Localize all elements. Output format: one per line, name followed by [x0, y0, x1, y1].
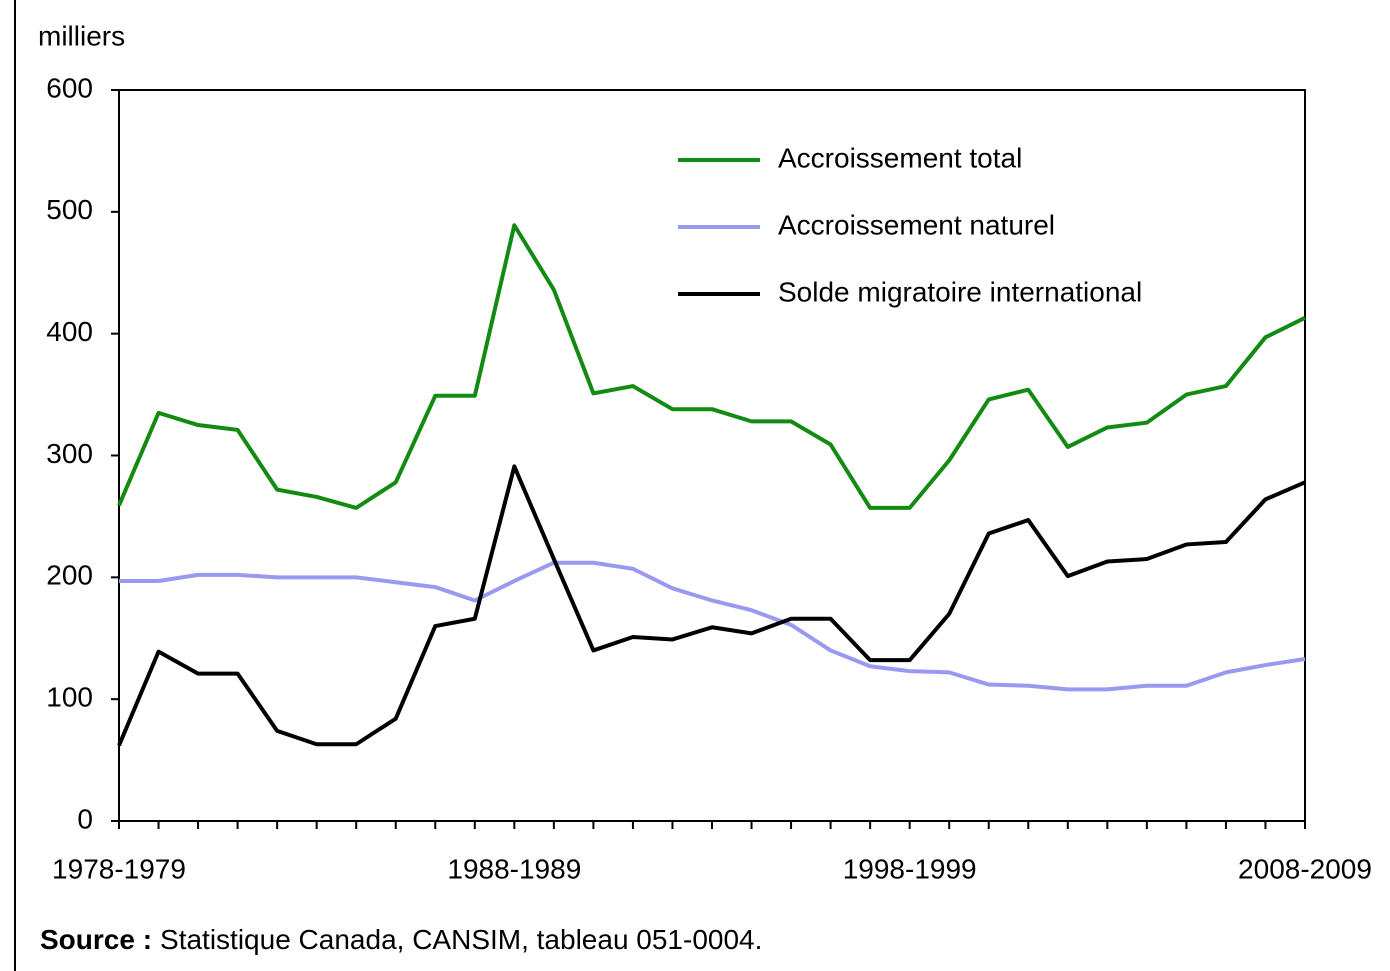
legend-label: Accroissement naturel [778, 209, 1055, 240]
x-tick-label: 1978-1979 [52, 853, 186, 884]
y-tick-label: 300 [46, 438, 93, 469]
y-tick-label: 600 [46, 72, 93, 103]
y-tick-label: 200 [46, 560, 93, 591]
source-text: Statistique Canada, CANSIM, tableau 051-… [160, 924, 762, 955]
y-tick-label: 500 [46, 194, 93, 225]
x-tick-label: 1988-1989 [447, 853, 581, 884]
legend-label: Solde migratoire international [778, 276, 1142, 307]
y-tick-label: 100 [46, 682, 93, 713]
x-tick-label: 2008-2009 [1238, 853, 1372, 884]
y-axis-label: milliers [38, 20, 125, 51]
series-line [117, 223, 1306, 510]
y-tick-label: 0 [77, 803, 93, 834]
series-line [119, 560, 1306, 692]
x-tick-label: 1998-1999 [843, 853, 977, 884]
source: Source : Statistique Canada, CANSIM, tabl… [40, 924, 762, 955]
series-line [117, 464, 1306, 747]
legend-label: Accroissement total [778, 142, 1022, 173]
plot-area [118, 89, 1306, 822]
source-label: Source : [40, 924, 152, 955]
y-tick-label: 400 [46, 316, 93, 347]
